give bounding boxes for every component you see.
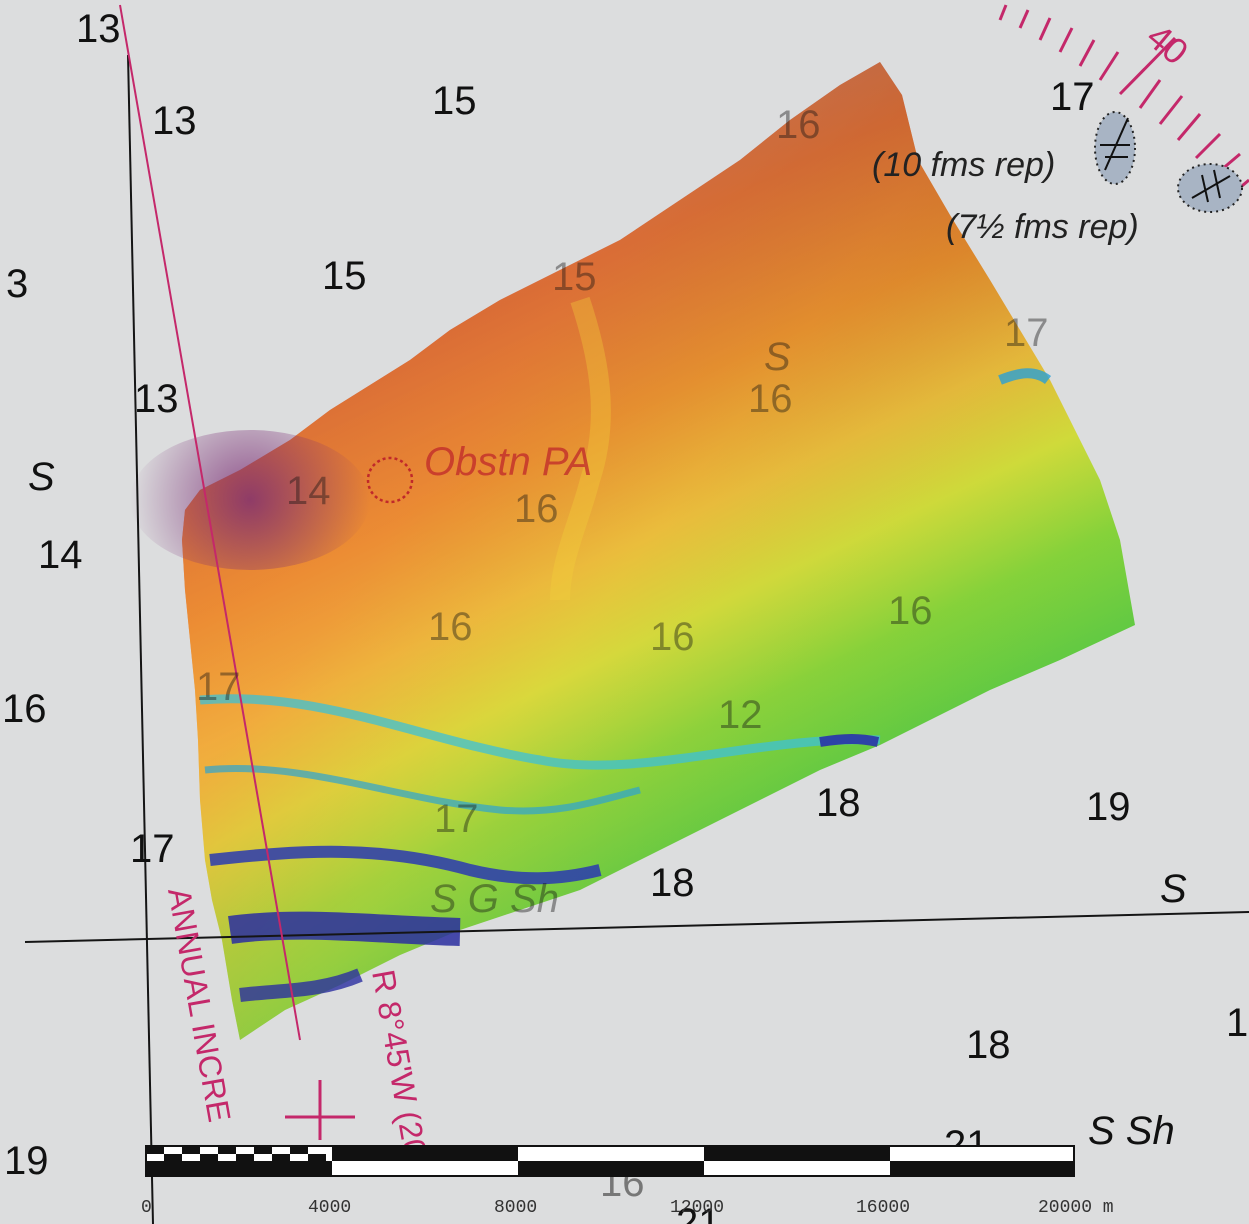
sounding: 18 bbox=[966, 1023, 1011, 1067]
sounding: 14 bbox=[38, 533, 83, 577]
scale-tick-label: 8000 bbox=[494, 1198, 537, 1218]
depth-soundings: 13 13 15 17 3 15 13 14 16 18 19 17 18 18… bbox=[2, 7, 1248, 1224]
black-chart-line bbox=[127, 54, 154, 1224]
bathymetry-purple-shoal bbox=[130, 430, 370, 570]
sounding: 17 bbox=[130, 827, 175, 871]
sounding: 17 bbox=[1004, 311, 1049, 355]
scale-tick-label: 12000 bbox=[670, 1198, 724, 1218]
sounding: 16 bbox=[748, 377, 793, 421]
sounding: 13 bbox=[76, 7, 121, 51]
bathymetry-channel bbox=[204, 764, 641, 815]
seabed-quality-label: S bbox=[764, 335, 791, 379]
sounding: 1 bbox=[1226, 1001, 1248, 1045]
sounding: 13 bbox=[134, 377, 179, 421]
sounding: 15 bbox=[322, 254, 367, 298]
sounding: 19 bbox=[1086, 785, 1131, 829]
scale-tick-label: 16000 bbox=[856, 1198, 910, 1218]
sounding: 14 bbox=[286, 469, 331, 513]
sounding: 17 bbox=[1050, 75, 1095, 119]
sounding: 15 bbox=[552, 255, 597, 299]
bathymetry-channel bbox=[998, 368, 1052, 385]
sounding: 18 bbox=[650, 861, 695, 905]
bathymetry-channel bbox=[228, 911, 461, 946]
sounding: 16 bbox=[776, 103, 821, 147]
cross-marker bbox=[285, 1080, 355, 1140]
scale-tick-label: 20000 m bbox=[1038, 1198, 1114, 1218]
bathymetry-channel bbox=[239, 968, 363, 1002]
obstruction-marker bbox=[366, 456, 414, 504]
rock-symbol bbox=[1094, 111, 1136, 185]
sounding: 17 bbox=[196, 665, 241, 709]
sounding: 19 bbox=[4, 1139, 49, 1183]
sounding: 21 bbox=[676, 1201, 721, 1224]
faded-soundings: 16 15 17 16 14 16 16 16 16 17 12 17 bbox=[196, 103, 1049, 841]
bathymetry-survey bbox=[130, 62, 1135, 1040]
sounding: 13 bbox=[152, 99, 197, 143]
seabed-quality-label: S G Sh bbox=[430, 877, 559, 921]
sounding: 17 bbox=[434, 797, 479, 841]
scale-tick-label: 0 bbox=[141, 1198, 152, 1218]
sounding: 15 bbox=[432, 79, 477, 123]
scale-tick-label: 4000 bbox=[308, 1198, 351, 1218]
bathymetry-channel bbox=[819, 734, 880, 747]
sounding: 16 bbox=[428, 605, 473, 649]
bathymetry-channel bbox=[209, 845, 602, 885]
bathymetry-channel bbox=[199, 694, 881, 770]
magenta-chart-line bbox=[119, 4, 301, 1041]
seabed-quality-label: S Sh bbox=[1088, 1109, 1175, 1153]
sounding: 12 bbox=[718, 693, 763, 737]
sounding: 16 bbox=[888, 589, 933, 633]
obstruction-label: Obstn PA bbox=[424, 440, 592, 484]
sounding: 16 bbox=[650, 615, 695, 659]
reported-depth-label: (7½ fms rep) bbox=[946, 208, 1139, 246]
seabed-quality-label: S bbox=[28, 455, 55, 499]
sounding: 16 bbox=[514, 487, 559, 531]
sounding: 3 bbox=[6, 262, 28, 306]
reported-depth-label: (10 fms rep) bbox=[872, 146, 1055, 184]
black-chart-line bbox=[24, 911, 1249, 943]
scale-bar: 0 4000 8000 12000 16000 20000 m bbox=[141, 1145, 1114, 1218]
seabed-quality-label: S bbox=[1160, 867, 1187, 911]
sounding: 16 bbox=[2, 687, 47, 731]
rock-symbol bbox=[1177, 163, 1243, 213]
bathymetry-ridge bbox=[550, 296, 611, 601]
sounding: 18 bbox=[816, 781, 861, 825]
